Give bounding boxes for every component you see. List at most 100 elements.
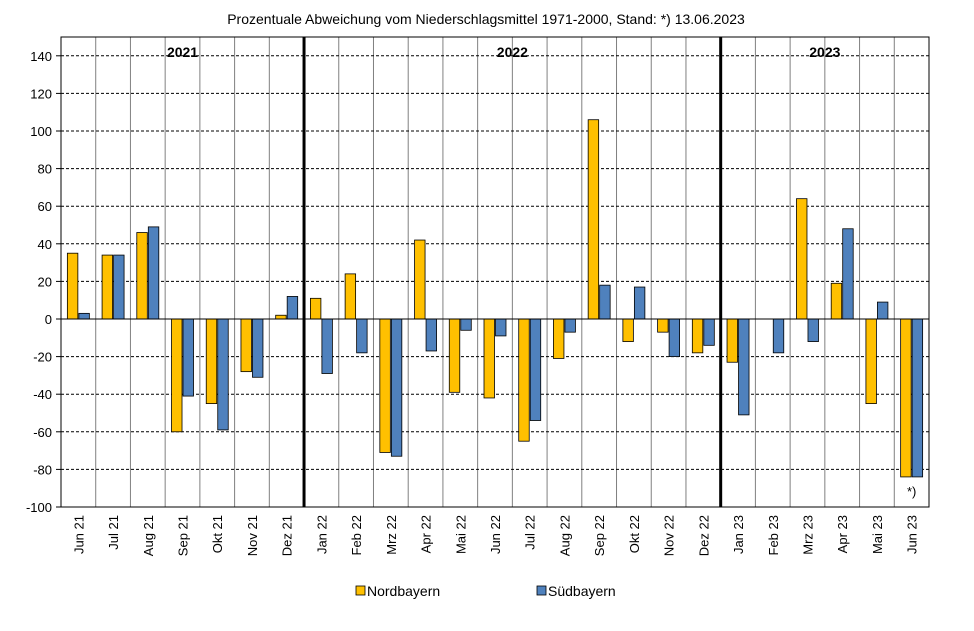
chart-title: Prozentuale Abweichung vom Niederschlags… bbox=[227, 11, 745, 27]
y-tick-label: 0 bbox=[45, 312, 52, 327]
x-tick-label: Dez 21 bbox=[280, 515, 295, 556]
bar-suedbayern bbox=[877, 301, 889, 320]
legend-swatch bbox=[536, 585, 547, 596]
bar-nordbayern bbox=[657, 318, 669, 333]
x-axis-ticks: Jun 21 Jul 21 Aug 21 Sep 21 Okt 21 Nov 21 Dez … bbox=[71, 515, 919, 556]
year-labels: 2021 2022 2023 bbox=[167, 44, 841, 60]
bar-nordbayern bbox=[205, 318, 218, 404]
x-tick-label: Jan 23 bbox=[731, 515, 746, 554]
y-tick-label: -100 bbox=[26, 500, 52, 515]
bar-nordbayern bbox=[66, 252, 79, 320]
x-tick-label: Feb 23 bbox=[766, 515, 781, 555]
x-tick-label: Mai 23 bbox=[870, 515, 885, 554]
x-tick-label: Apr 23 bbox=[835, 515, 850, 553]
bar-suedbayern bbox=[703, 318, 715, 346]
bar-nordbayern bbox=[483, 318, 495, 399]
legend-swatch bbox=[355, 585, 366, 596]
bar-suedbayern bbox=[633, 286, 646, 320]
x-tick-label: Okt 22 bbox=[627, 515, 642, 553]
legend: Nordbayern Südbayern bbox=[355, 583, 616, 599]
bar-suedbayern bbox=[668, 318, 680, 357]
year-label: 2023 bbox=[809, 44, 840, 60]
x-tick-label: Jun 21 bbox=[71, 515, 86, 554]
y-tick-label: 20 bbox=[38, 274, 52, 289]
bar-nordbayern bbox=[309, 297, 322, 320]
bar-nordbayern bbox=[587, 119, 600, 320]
x-tick-label: Aug 21 bbox=[141, 515, 156, 556]
bar-suedbayern bbox=[252, 318, 264, 378]
annotation-text: *) bbox=[907, 484, 916, 499]
x-tick-label: Aug 22 bbox=[557, 515, 572, 556]
legend-label: Nordbayern bbox=[367, 583, 440, 599]
bar-nordbayern bbox=[240, 318, 252, 373]
plot-frame bbox=[60, 36, 930, 508]
bar-nordbayern bbox=[379, 318, 391, 453]
x-tick-label: Nov 21 bbox=[245, 515, 260, 556]
bar-suedbayern bbox=[807, 318, 819, 342]
y-tick-label: 80 bbox=[38, 162, 52, 177]
x-tick-label: Mai 22 bbox=[453, 515, 468, 554]
bar-nordbayern bbox=[726, 318, 738, 363]
y-tick-label: 100 bbox=[30, 124, 52, 139]
year-dividers bbox=[302, 37, 723, 507]
x-tick-label: Jun 23 bbox=[905, 515, 920, 554]
bar-suedbayern bbox=[495, 318, 507, 337]
bar-suedbayern bbox=[78, 312, 90, 320]
y-tick-label: -60 bbox=[33, 425, 52, 440]
y-tick-label: 40 bbox=[38, 237, 52, 252]
bar-nordbayern bbox=[830, 282, 843, 320]
bar-suedbayern bbox=[390, 318, 403, 457]
bar-suedbayern bbox=[599, 284, 611, 320]
bar-suedbayern bbox=[113, 254, 125, 320]
bar-nordbayern bbox=[865, 318, 877, 404]
y-tick-label: 60 bbox=[38, 199, 52, 214]
bar-suedbayern bbox=[217, 318, 229, 431]
bar-nordbayern bbox=[171, 318, 183, 433]
x-tick-label: Sep 22 bbox=[592, 515, 607, 556]
bar-suedbayern bbox=[738, 318, 750, 416]
bar-suedbayern bbox=[147, 226, 160, 320]
x-tick-label: Jan 22 bbox=[314, 515, 329, 554]
x-tick-label: Dez 22 bbox=[696, 515, 711, 556]
bar-suedbayern bbox=[356, 318, 368, 354]
bar-nordbayern bbox=[136, 232, 148, 320]
bar-suedbayern bbox=[321, 318, 333, 374]
bar-suedbayern bbox=[564, 318, 576, 333]
x-tick-label: Jun 22 bbox=[488, 515, 503, 554]
bar-nordbayern bbox=[796, 198, 808, 320]
y-tick-label: -80 bbox=[33, 462, 52, 477]
y-tick-label: -20 bbox=[33, 350, 52, 365]
year-label: 2021 bbox=[167, 44, 198, 60]
y-tick-label: 120 bbox=[30, 86, 52, 101]
bar-suedbayern bbox=[772, 318, 785, 354]
y-tick-label: -40 bbox=[33, 387, 52, 402]
y-axis-ticks: 140 120 100 80 60 40 20 0 -20 -40 -60 -80 -100 bbox=[26, 49, 61, 515]
bar-suedbayern bbox=[182, 318, 194, 397]
plot-area bbox=[61, 37, 929, 507]
x-tick-label: Mrz 22 bbox=[384, 515, 399, 555]
x-tick-label: Okt 21 bbox=[210, 515, 225, 553]
bar-nordbayern bbox=[344, 273, 357, 320]
y-tick-label: 140 bbox=[30, 49, 52, 64]
annotations: *) bbox=[907, 484, 916, 499]
bar-suedbayern bbox=[460, 318, 472, 331]
bar-nordbayern bbox=[622, 318, 634, 342]
bar-nordbayern bbox=[275, 314, 287, 320]
x-tick-label: Feb 22 bbox=[349, 515, 364, 555]
bar-suedbayern bbox=[425, 318, 437, 352]
bar-nordbayern bbox=[691, 318, 704, 354]
x-tick-label: Apr 22 bbox=[419, 515, 434, 553]
legend-label: Südbayern bbox=[548, 583, 616, 599]
bars bbox=[66, 119, 924, 478]
bar-nordbayern bbox=[518, 318, 530, 442]
x-tick-label: Sep 21 bbox=[176, 515, 191, 556]
bar-suedbayern bbox=[842, 228, 854, 320]
bar-nordbayern bbox=[900, 318, 912, 478]
bar-suedbayern bbox=[286, 296, 299, 320]
bar-nordbayern bbox=[448, 318, 461, 393]
year-label: 2022 bbox=[497, 44, 528, 60]
bar-nordbayern bbox=[553, 318, 565, 359]
x-tick-label: Jul 21 bbox=[106, 515, 121, 550]
x-tick-label: Mrz 23 bbox=[800, 515, 815, 555]
